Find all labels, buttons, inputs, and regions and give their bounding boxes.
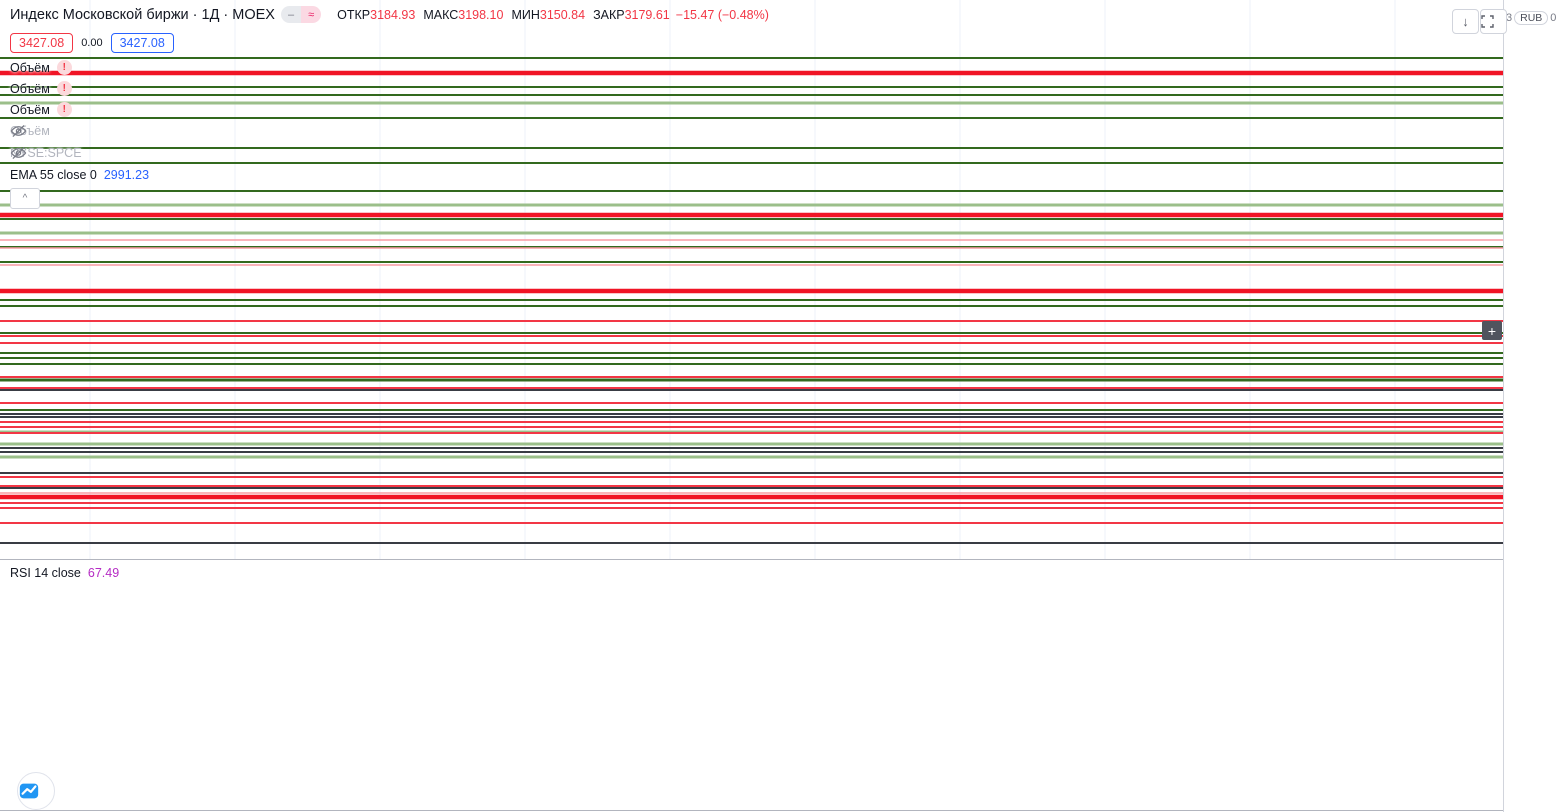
indicator-label: Объём — [10, 81, 50, 96]
indicator-row[interactable]: Объём — [10, 124, 50, 138]
price-panel[interactable] — [0, 0, 1503, 560]
rsi-legend[interactable]: RSI 14 close 67.49 — [10, 566, 119, 580]
market-closed-icon: – — [280, 6, 302, 23]
symbol-title[interactable]: Индекс Московской биржи · 1Д · MOEX — [10, 6, 275, 23]
panel-divider[interactable] — [0, 559, 1557, 560]
change-value: −15.47 (−0.48%) — [675, 7, 769, 22]
download-icon: ↓ — [1462, 14, 1469, 29]
indicator-row[interactable]: Объём! — [10, 60, 72, 75]
chart-header: Индекс Московской биржи · 1Д · MOEX – ≈ … — [10, 6, 769, 23]
indicator-label: Объём — [10, 102, 50, 117]
crosshair-add-alert-button[interactable]: + — [1482, 321, 1502, 340]
plus-icon: + — [1487, 322, 1497, 339]
bid-ask-row: 3427.08 0.00 3427.08 — [10, 33, 174, 53]
ohlc-item: ОТКР3184.93 — [337, 7, 416, 22]
buy-button[interactable]: 3427.08 — [110, 33, 174, 53]
symbol-status-badges[interactable]: – ≈ — [280, 6, 322, 23]
rsi-label: RSI 14 close — [10, 566, 81, 580]
approx-price-icon: ≈ — [301, 6, 322, 23]
currency-rub-button[interactable]: RUB — [1514, 11, 1549, 25]
indicator-logo-icon — [17, 772, 55, 810]
ohlc-item: МАКС3198.10 — [423, 7, 504, 22]
fullscreen-button[interactable] — [1480, 9, 1507, 34]
error-icon[interactable]: ! — [56, 102, 72, 117]
indicator-row[interactable]: EMA 55 close 0 2991.23 — [10, 168, 149, 182]
ohlc-values: ОТКР3184.93 МАКС3198.10 МИН3150.84 ЗАКР3179… — [337, 8, 670, 22]
indicator-value: 2991.23 — [103, 168, 150, 182]
fullscreen-icon — [1481, 15, 1494, 28]
rsi-panel[interactable] — [0, 560, 1503, 812]
ohlc-item: ЗАКР3179.61 — [593, 7, 670, 22]
collapse-pane-button[interactable]: ^ — [10, 188, 40, 209]
indicator-row[interactable]: NYSE:SPCE — [10, 146, 82, 160]
bottom-divider — [0, 810, 1557, 811]
rsi-value: 67.49 — [87, 566, 120, 580]
indicator-label: NYSE:SPCE — [10, 146, 82, 160]
error-icon[interactable]: ! — [56, 81, 72, 96]
sell-button[interactable]: 3427.08 — [10, 33, 74, 53]
spread-value: 0.00 — [81, 37, 103, 49]
indicator-row[interactable]: Объём! — [10, 102, 72, 117]
indicator-label: Объём — [10, 60, 50, 75]
axis-currency-toggle[interactable]: 3 RUB 0 — [1506, 11, 1556, 25]
ohlc-item: МИН3150.84 — [511, 7, 586, 22]
indicator-row[interactable]: Объём! — [10, 81, 72, 96]
axis-unit-prefix: 3 — [1506, 12, 1513, 24]
eye-off-icon[interactable] — [10, 124, 27, 138]
eye-off-icon[interactable] — [10, 146, 27, 160]
price-axis[interactable]: 3 RUB 0 — [1503, 0, 1557, 812]
download-chart-button[interactable]: ↓ — [1452, 9, 1479, 34]
error-icon[interactable]: ! — [56, 60, 72, 75]
indicator-label: EMA 55 close 0 — [10, 168, 97, 182]
axis-unit-suffix: 0 — [1550, 12, 1557, 24]
